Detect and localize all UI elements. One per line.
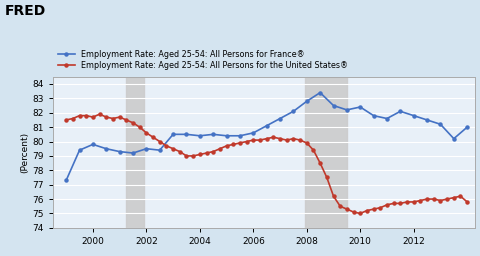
Employment Rate: Aged 25-54: All Persons for the United States®: (2e+03, 81.9): Aged 25-54: All Persons for the United S… (96, 113, 102, 116)
Legend: Employment Rate: Aged 25-54: All Persons for France®, Employment Rate: Aged 25-5: Employment Rate: Aged 25-54: All Persons… (57, 48, 349, 71)
Employment Rate: Aged 25-54: All Persons for France®: (2e+03, 77.3): Aged 25-54: All Persons for France®: (2e… (63, 179, 69, 182)
Employment Rate: Aged 25-54: All Persons for France®: (2.01e+03, 82.2): Aged 25-54: All Persons for France®: (2.… (344, 108, 350, 111)
Text: FRED: FRED (5, 4, 46, 18)
Line: Employment Rate: Aged 25-54: All Persons for the United States®: Employment Rate: Aged 25-54: All Persons… (65, 113, 468, 215)
Employment Rate: Aged 25-54: All Persons for France®: (2e+03, 79.4): Aged 25-54: All Persons for France®: (2e… (157, 149, 163, 152)
Employment Rate: Aged 25-54: All Persons for the United States®: (2.01e+03, 80.1): Aged 25-54: All Persons for the United S… (284, 138, 289, 142)
Bar (305, 77, 347, 228)
Employment Rate: Aged 25-54: All Persons for France®: (2.01e+03, 83.4): Aged 25-54: All Persons for France®: (2.… (317, 91, 323, 94)
Employment Rate: Aged 25-54: All Persons for France®: (2e+03, 79.8): Aged 25-54: All Persons for France®: (2e… (90, 143, 96, 146)
Y-axis label: (Percent): (Percent) (21, 132, 29, 173)
Employment Rate: Aged 25-54: All Persons for France®: (2e+03, 79.3): Aged 25-54: All Persons for France®: (2e… (117, 150, 122, 153)
Employment Rate: Aged 25-54: All Persons for France®: (2.01e+03, 82.5): Aged 25-54: All Persons for France®: (2.… (331, 104, 336, 107)
Employment Rate: Aged 25-54: All Persons for the United States®: (2.01e+03, 79.4): Aged 25-54: All Persons for the United S… (311, 149, 316, 152)
Employment Rate: Aged 25-54: All Persons for France®: (2e+03, 79.5): Aged 25-54: All Persons for France®: (2e… (144, 147, 149, 150)
Employment Rate: Aged 25-54: All Persons for France®: (2.01e+03, 82.8): Aged 25-54: All Persons for France®: (2.… (304, 100, 310, 103)
Employment Rate: Aged 25-54: All Persons for France®: (2e+03, 79.5): Aged 25-54: All Persons for France®: (2e… (103, 147, 109, 150)
Employment Rate: Aged 25-54: All Persons for France®: (2e+03, 80.5): Aged 25-54: All Persons for France®: (2e… (210, 133, 216, 136)
Employment Rate: Aged 25-54: All Persons for France®: (2.01e+03, 80.2): Aged 25-54: All Persons for France®: (2.… (451, 137, 456, 140)
Employment Rate: Aged 25-54: All Persons for France®: (2.01e+03, 81.6): Aged 25-54: All Persons for France®: (2.… (384, 117, 390, 120)
Employment Rate: Aged 25-54: All Persons for France®: (2.01e+03, 81.5): Aged 25-54: All Persons for France®: (2.… (424, 119, 430, 122)
Employment Rate: Aged 25-54: All Persons for the United States®: (2.01e+03, 75.8): Aged 25-54: All Persons for the United S… (464, 200, 470, 204)
Employment Rate: Aged 25-54: All Persons for France®: (2e+03, 79.4): Aged 25-54: All Persons for France®: (2e… (77, 149, 83, 152)
Employment Rate: Aged 25-54: All Persons for France®: (2.01e+03, 81.1): Aged 25-54: All Persons for France®: (2.… (264, 124, 270, 127)
Employment Rate: Aged 25-54: All Persons for the United States®: (2e+03, 81.5): Aged 25-54: All Persons for the United S… (63, 119, 69, 122)
Employment Rate: Aged 25-54: All Persons for France®: (2.01e+03, 80.6): Aged 25-54: All Persons for France®: (2.… (251, 131, 256, 134)
Employment Rate: Aged 25-54: All Persons for France®: (2.01e+03, 80.4): Aged 25-54: All Persons for France®: (2.… (237, 134, 243, 137)
Employment Rate: Aged 25-54: All Persons for the United States®: (2e+03, 80.3): Aged 25-54: All Persons for the United S… (150, 136, 156, 139)
Employment Rate: Aged 25-54: All Persons for France®: (2e+03, 80.5): Aged 25-54: All Persons for France®: (2e… (183, 133, 189, 136)
Employment Rate: Aged 25-54: All Persons for France®: (2.01e+03, 81.8): Aged 25-54: All Persons for France®: (2.… (411, 114, 417, 117)
Employment Rate: Aged 25-54: All Persons for France®: (2.01e+03, 82.1): Aged 25-54: All Persons for France®: (2.… (397, 110, 403, 113)
Employment Rate: Aged 25-54: All Persons for France®: (2e+03, 80.5): Aged 25-54: All Persons for France®: (2e… (170, 133, 176, 136)
Employment Rate: Aged 25-54: All Persons for France®: (2e+03, 79.2): Aged 25-54: All Persons for France®: (2e… (130, 152, 136, 155)
Employment Rate: Aged 25-54: All Persons for the United States®: (2.01e+03, 76): Aged 25-54: All Persons for the United S… (424, 198, 430, 201)
Employment Rate: Aged 25-54: All Persons for France®: (2.01e+03, 82.1): Aged 25-54: All Persons for France®: (2.… (290, 110, 296, 113)
Employment Rate: Aged 25-54: All Persons for France®: (2e+03, 80.4): Aged 25-54: All Persons for France®: (2e… (197, 134, 203, 137)
Line: Employment Rate: Aged 25-54: All Persons for France®: Employment Rate: Aged 25-54: All Persons… (65, 91, 468, 182)
Employment Rate: Aged 25-54: All Persons for the United States®: (2.01e+03, 75): Aged 25-54: All Persons for the United S… (358, 212, 363, 215)
Employment Rate: Aged 25-54: All Persons for France®: (2.01e+03, 81.6): Aged 25-54: All Persons for France®: (2.… (277, 117, 283, 120)
Employment Rate: Aged 25-54: All Persons for France®: (2e+03, 80.4): Aged 25-54: All Persons for France®: (2e… (224, 134, 229, 137)
Employment Rate: Aged 25-54: All Persons for the United States®: (2e+03, 79.7): Aged 25-54: All Persons for the United S… (164, 144, 169, 147)
Employment Rate: Aged 25-54: All Persons for France®: (2.01e+03, 81.2): Aged 25-54: All Persons for France®: (2.… (438, 123, 444, 126)
Employment Rate: Aged 25-54: All Persons for France®: (2.01e+03, 81): Aged 25-54: All Persons for France®: (2.… (464, 126, 470, 129)
Employment Rate: Aged 25-54: All Persons for France®: (2.01e+03, 81.8): Aged 25-54: All Persons for France®: (2.… (371, 114, 376, 117)
Bar (126, 77, 144, 228)
Employment Rate: Aged 25-54: All Persons for the United States®: (2e+03, 79.3): Aged 25-54: All Persons for the United S… (210, 150, 216, 153)
Employment Rate: Aged 25-54: All Persons for France®: (2.01e+03, 82.4): Aged 25-54: All Persons for France®: (2.… (358, 105, 363, 109)
